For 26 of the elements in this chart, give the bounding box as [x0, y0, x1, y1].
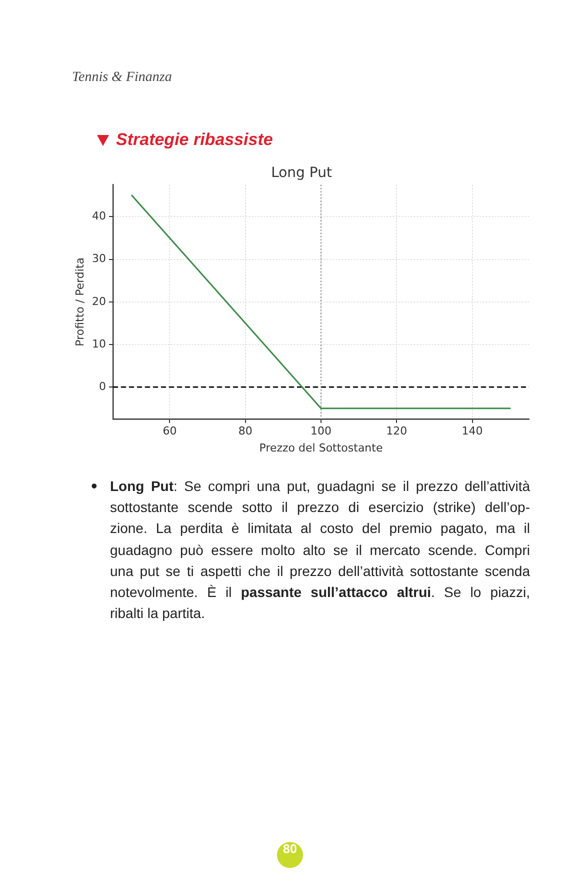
x-tick-label: 140 [462, 424, 483, 438]
y-tick-label: 0 [99, 380, 106, 393]
x-axis-title: Prezzo del Sottostante [259, 441, 383, 454]
text: guadagno può essere molto alto se il mercato scende. Compri [110, 542, 530, 558]
text: una put se ti aspetti che il prezzo dell’attività sottostante scenda [110, 562, 530, 579]
x-tick-label: 60 [162, 424, 177, 438]
text: • [91, 476, 98, 498]
text: passante sull’attacco altrui [240, 584, 432, 600]
text: . Se lo piazzi, [431, 584, 530, 600]
x-tick-label: 100 [310, 424, 332, 438]
text: : Se compri una put, guadagni se il prezzo dell’attività [174, 478, 530, 494]
chart-title: Long Put [271, 165, 332, 182]
y-tick-label: 20 [92, 294, 106, 308]
text: ribalti la partita. [110, 605, 205, 622]
text: zione. La perdita è limitata al costo del premio pagato, ma il [110, 520, 530, 536]
text: Tennis & Finanza [72, 70, 172, 86]
y-tick-label: 30 [92, 252, 106, 266]
text: sottostante scende sotto il prezzo di esercizio (strike) dell’op- [110, 499, 530, 516]
y-tick-label: 10 [92, 337, 106, 350]
y-tick-label: 40 [92, 210, 106, 223]
text: Long Put [110, 478, 174, 494]
x-tick-label: 80 [238, 424, 252, 438]
y-axis-title: Profitto / Perdita [73, 257, 86, 346]
text: notevolmente. È il [110, 584, 233, 600]
text: Strategie ribassiste [116, 130, 273, 150]
x-tick-label: 120 [386, 424, 408, 438]
